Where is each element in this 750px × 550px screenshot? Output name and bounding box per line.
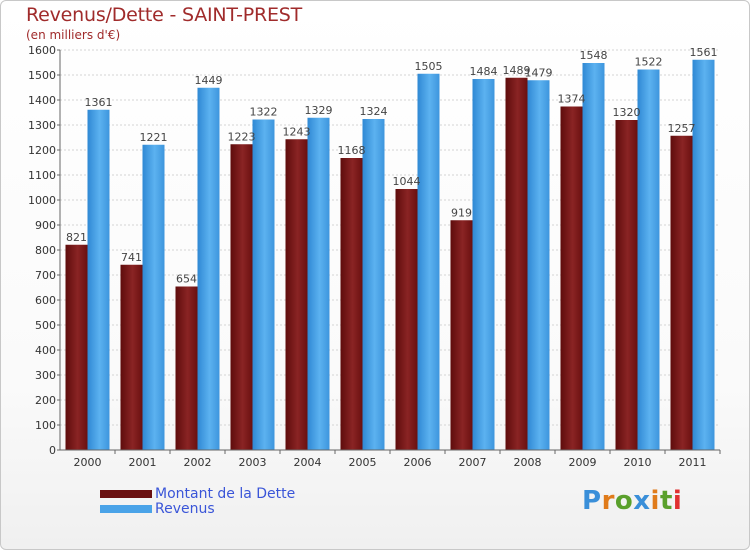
- data-label: 1243: [283, 125, 311, 138]
- bar-revenus: [472, 79, 495, 450]
- chart-title: Revenus/Dette - SAINT-PREST: [26, 4, 303, 26]
- data-label: 1374: [558, 93, 586, 106]
- bar-dette: [120, 264, 143, 450]
- data-label: 1479: [525, 66, 553, 79]
- data-label: 1522: [635, 56, 663, 69]
- y-tick-label: 200: [35, 394, 56, 407]
- y-tick-label: 600: [35, 294, 56, 307]
- y-tick-label: 1500: [28, 69, 56, 82]
- logo-letter: i: [672, 486, 683, 516]
- data-label: 1548: [580, 49, 608, 62]
- bar-revenus: [692, 59, 715, 450]
- bar-dette: [395, 189, 418, 450]
- bar-dette: [175, 286, 198, 450]
- chart-legend: Montant de la Dette Revenus: [100, 485, 296, 517]
- data-label: 1168: [338, 144, 366, 157]
- y-tick-label: 900: [35, 219, 56, 232]
- x-tick-label: 2006: [404, 456, 432, 469]
- data-label: 1044: [393, 175, 421, 188]
- bar-dette: [65, 244, 88, 450]
- bar-revenus: [582, 63, 605, 450]
- bar-revenus: [87, 109, 110, 450]
- data-label: 741: [121, 251, 142, 264]
- y-tick-label: 1000: [28, 194, 56, 207]
- logo-letter: i: [650, 486, 660, 516]
- data-label: 821: [66, 231, 87, 244]
- bar-dette: [230, 144, 253, 450]
- bar-revenus: [362, 119, 385, 450]
- bar-dette: [670, 135, 693, 450]
- bar-dette: [615, 120, 638, 450]
- legend-label-debt: Montant de la Dette: [155, 485, 296, 502]
- y-tick-label: 500: [35, 319, 56, 332]
- bar-dette: [285, 139, 308, 450]
- y-tick-label: 1200: [28, 144, 56, 157]
- x-tick-label: 2001: [129, 456, 157, 469]
- y-tick-label: 1100: [28, 169, 56, 182]
- data-label: 1449: [195, 74, 223, 87]
- x-tick-label: 2011: [679, 456, 707, 469]
- data-label: 654: [176, 273, 197, 286]
- logo-letter: P: [582, 486, 602, 516]
- logo-letter: x: [633, 486, 651, 516]
- bar-revenus: [197, 87, 220, 450]
- y-tick-label: 800: [35, 244, 56, 257]
- data-label: 1484: [470, 65, 498, 78]
- bar-revenus: [637, 69, 660, 450]
- data-label: 1329: [305, 104, 333, 117]
- y-tick-label: 1600: [28, 44, 56, 57]
- bar-dette: [505, 77, 528, 450]
- y-tick-label: 700: [35, 269, 56, 282]
- data-label: 1223: [228, 130, 256, 143]
- x-tick-label: 2009: [569, 456, 597, 469]
- proxiti-logo: Proxiti: [582, 486, 682, 516]
- bar-revenus: [252, 119, 275, 450]
- x-tick-label: 2000: [74, 456, 102, 469]
- data-label: 1257: [668, 122, 696, 135]
- y-tick-label: 1400: [28, 94, 56, 107]
- chart-subtitle: (en milliers d'€): [26, 28, 121, 42]
- y-tick-label: 300: [35, 369, 56, 382]
- legend-item-revenus: Revenus: [100, 500, 295, 517]
- data-label: 1324: [360, 105, 388, 118]
- data-label: 919: [451, 206, 472, 219]
- bar-dette: [340, 158, 363, 450]
- bar-revenus: [417, 73, 440, 450]
- x-tick-label: 2005: [349, 456, 377, 469]
- legend-item-debt: Montant de la Dette: [100, 485, 296, 502]
- logo-letter: o: [614, 486, 634, 516]
- data-label: 1322: [250, 106, 278, 119]
- data-label: 1489: [503, 64, 531, 77]
- x-tick-label: 2010: [624, 456, 652, 469]
- bar-revenus: [142, 144, 165, 450]
- x-tick-label: 2004: [294, 456, 322, 469]
- bar-dette: [560, 106, 583, 450]
- x-tick-label: 2007: [459, 456, 487, 469]
- y-tick-label: 100: [35, 419, 56, 432]
- bar-dette: [450, 220, 473, 450]
- data-label: 1320: [613, 106, 641, 119]
- legend-swatch-debt: [100, 489, 152, 498]
- legend-swatch-revenus: [100, 504, 152, 513]
- bar-revenus: [527, 80, 550, 450]
- data-label: 1221: [140, 131, 168, 144]
- bar-revenus: [307, 117, 330, 450]
- data-label: 1361: [85, 96, 113, 109]
- x-tick-label: 2008: [514, 456, 542, 469]
- logo-letter: r: [601, 486, 615, 516]
- data-label: 1561: [690, 46, 718, 59]
- y-tick-label: 0: [49, 444, 56, 457]
- legend-label-revenus: Revenus: [155, 500, 215, 517]
- y-tick-label: 400: [35, 344, 56, 357]
- logo-letter: t: [659, 486, 673, 516]
- y-tick-label: 1300: [28, 119, 56, 132]
- x-tick-label: 2002: [184, 456, 212, 469]
- data-label: 1505: [415, 60, 443, 73]
- x-tick-label: 2003: [239, 456, 267, 469]
